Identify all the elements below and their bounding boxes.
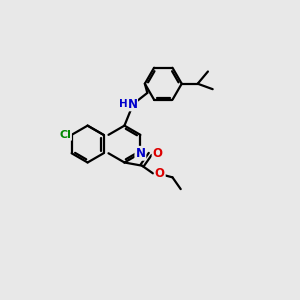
Text: O: O	[153, 147, 163, 161]
Text: N: N	[128, 98, 137, 111]
Text: H: H	[119, 99, 128, 109]
Text: O: O	[155, 167, 165, 180]
Text: Cl: Cl	[59, 130, 71, 140]
Text: N: N	[135, 147, 146, 160]
